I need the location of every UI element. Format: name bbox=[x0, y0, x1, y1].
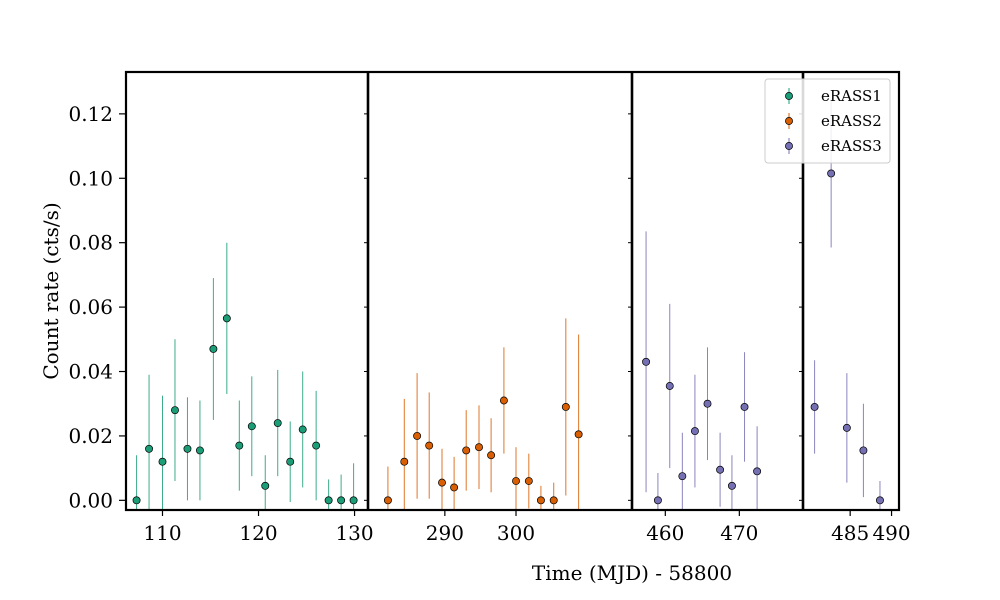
data-point bbox=[425, 441, 434, 450]
data-point bbox=[462, 446, 471, 455]
data-point bbox=[349, 496, 358, 505]
legend-marker bbox=[785, 92, 793, 100]
y-tick-label: 0.00 bbox=[68, 488, 113, 512]
data-point bbox=[549, 496, 558, 505]
x-tick-label: 490 bbox=[872, 521, 910, 545]
x-tick-label: 120 bbox=[239, 521, 277, 545]
x-tick-label: 300 bbox=[497, 521, 535, 545]
x-tick-label: 110 bbox=[143, 521, 181, 545]
x-tick-label: 130 bbox=[335, 521, 373, 545]
data-point bbox=[512, 477, 520, 485]
x-axis-title: Time (MJD) - 58800 bbox=[532, 561, 732, 585]
panel-frames bbox=[124, 70, 901, 512]
data-point bbox=[400, 457, 409, 466]
data-point bbox=[312, 441, 321, 450]
data-point bbox=[690, 427, 699, 436]
tick-layer: 0.00 0.02 0.04 0.06 0.08 0.10 0.12 110 120 130 290… bbox=[68, 102, 910, 545]
legend-marker bbox=[785, 142, 793, 150]
data-point bbox=[158, 457, 167, 466]
data-point bbox=[859, 446, 868, 455]
data-point bbox=[678, 472, 687, 481]
x-tick-label: 470 bbox=[720, 521, 758, 545]
data-point bbox=[247, 422, 256, 431]
legend-label: eRASS2 bbox=[821, 112, 882, 130]
y-tick-label: 0.02 bbox=[68, 424, 113, 448]
data-point bbox=[716, 465, 725, 474]
data-point bbox=[475, 443, 483, 452]
data-point bbox=[413, 431, 422, 440]
data-point bbox=[298, 425, 307, 434]
data-point bbox=[235, 441, 244, 450]
x-tick-label: 290 bbox=[426, 521, 464, 545]
data-point bbox=[876, 496, 884, 505]
data-point bbox=[487, 451, 496, 460]
data-point bbox=[132, 496, 141, 505]
y-tick-label: 0.08 bbox=[68, 231, 113, 255]
legend-marker bbox=[785, 117, 793, 125]
data-point bbox=[827, 169, 836, 178]
data-point bbox=[665, 382, 674, 390]
y-tick-label: 0.10 bbox=[68, 166, 113, 190]
data-point bbox=[753, 467, 762, 476]
legend: eRASS1 eRASS2 eRASS3 bbox=[764, 78, 891, 164]
y-axis-title: Count rate (cts/s) bbox=[39, 202, 63, 379]
data-point bbox=[324, 496, 333, 505]
data-point bbox=[383, 496, 392, 505]
data-point bbox=[740, 402, 749, 411]
data-point bbox=[337, 496, 346, 505]
data-point bbox=[438, 478, 446, 487]
data-point bbox=[810, 402, 819, 411]
data-point bbox=[195, 446, 204, 455]
data-point bbox=[536, 496, 545, 505]
y-tick-label: 0.12 bbox=[68, 102, 113, 126]
data-point bbox=[171, 406, 179, 415]
data-point bbox=[286, 457, 295, 466]
legend-label: eRASS1 bbox=[821, 87, 882, 105]
data-point bbox=[703, 399, 712, 408]
data-point bbox=[499, 396, 508, 405]
data-point bbox=[183, 444, 192, 453]
data-point bbox=[222, 314, 231, 323]
data-point bbox=[727, 481, 736, 490]
plot-frame bbox=[124, 70, 901, 512]
data-point bbox=[209, 345, 218, 353]
data-point bbox=[145, 444, 153, 453]
point-layer bbox=[132, 169, 884, 505]
data-point bbox=[450, 483, 459, 492]
data-point bbox=[261, 481, 270, 490]
legend-label: eRASS3 bbox=[821, 137, 882, 155]
data-point bbox=[653, 496, 662, 505]
data-point bbox=[561, 402, 570, 411]
data-point bbox=[273, 419, 282, 427]
data-point bbox=[642, 357, 651, 366]
x-tick-label: 485 bbox=[831, 521, 869, 545]
data-point bbox=[574, 430, 583, 439]
data-point bbox=[524, 477, 533, 485]
y-tick-label: 0.06 bbox=[68, 295, 113, 319]
x-tick-label: 460 bbox=[646, 521, 684, 545]
legend-box bbox=[764, 78, 891, 164]
y-tick-label: 0.04 bbox=[68, 360, 113, 384]
data-point bbox=[842, 423, 851, 432]
